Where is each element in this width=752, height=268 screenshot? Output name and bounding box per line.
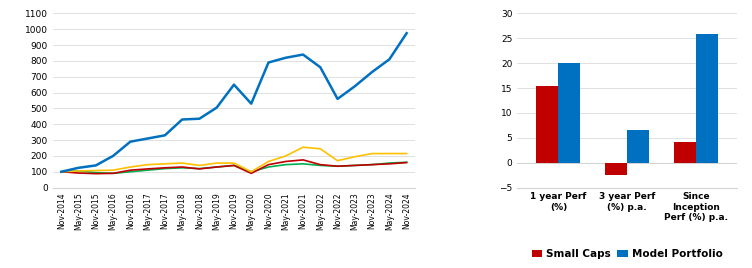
Model Portfolio	[108, 154, 117, 158]
Small Caps	[316, 163, 325, 166]
Small Caps	[108, 172, 117, 175]
Bar	[627, 130, 649, 163]
Micro Caps	[264, 160, 273, 163]
Small Caps	[299, 158, 308, 162]
Legend: Small Caps, Model Portfolio: Small Caps, Model Portfolio	[527, 245, 726, 263]
Small Caps	[74, 172, 83, 175]
Micro Caps	[350, 155, 359, 158]
S&P 300	[385, 161, 394, 165]
Model Portfolio	[56, 170, 65, 173]
S&P 300	[56, 170, 65, 173]
Model Portfolio	[281, 56, 290, 59]
Micro Caps	[195, 164, 204, 167]
Bar	[605, 163, 627, 175]
Micro Caps	[177, 161, 186, 165]
S&P 300	[299, 162, 308, 165]
Model Portfolio	[212, 106, 221, 109]
Micro Caps	[229, 161, 238, 165]
Small Caps	[264, 163, 273, 166]
Bar	[536, 85, 559, 163]
Micro Caps	[74, 169, 83, 173]
Line: S&P 300: S&P 300	[61, 162, 407, 173]
Small Caps	[229, 164, 238, 167]
Model Portfolio	[91, 164, 100, 167]
Model Portfolio	[299, 53, 308, 56]
S&P 300	[368, 163, 377, 166]
Micro Caps	[126, 165, 135, 169]
Small Caps	[143, 167, 152, 170]
Line: Micro Caps: Micro Caps	[61, 147, 407, 172]
Model Portfolio	[126, 140, 135, 143]
Bar	[674, 142, 696, 163]
Small Caps	[281, 160, 290, 163]
Micro Caps	[316, 147, 325, 150]
S&P 300	[350, 164, 359, 167]
Small Caps	[56, 170, 65, 173]
Model Portfolio	[177, 118, 186, 121]
S&P 300	[195, 167, 204, 170]
Model Portfolio	[195, 117, 204, 120]
Model Portfolio	[316, 66, 325, 69]
Micro Caps	[333, 159, 342, 162]
Model Portfolio	[333, 97, 342, 100]
Model Portfolio	[402, 32, 411, 35]
Model Portfolio	[368, 70, 377, 74]
S&P 300	[108, 172, 117, 175]
S&P 300	[281, 163, 290, 166]
S&P 300	[177, 166, 186, 169]
Small Caps	[91, 172, 100, 175]
S&P 300	[264, 165, 273, 169]
Micro Caps	[368, 152, 377, 155]
S&P 300	[160, 167, 169, 170]
Micro Caps	[91, 169, 100, 172]
Micro Caps	[143, 163, 152, 166]
Small Caps	[195, 167, 204, 170]
Line: Model Portfolio: Model Portfolio	[61, 33, 407, 172]
Micro Caps	[281, 154, 290, 158]
Small Caps	[126, 169, 135, 172]
Model Portfolio	[385, 58, 394, 61]
Bar	[696, 34, 717, 163]
Small Caps	[402, 161, 411, 164]
Model Portfolio	[74, 166, 83, 169]
Micro Caps	[212, 161, 221, 165]
S&P 300	[126, 170, 135, 173]
Micro Caps	[402, 152, 411, 155]
Line: Small Caps: Small Caps	[61, 160, 407, 174]
Bar	[559, 63, 581, 163]
Small Caps	[385, 162, 394, 165]
Model Portfolio	[264, 61, 273, 64]
S&P 300	[74, 169, 83, 173]
Micro Caps	[247, 170, 256, 173]
Model Portfolio	[143, 137, 152, 140]
Model Portfolio	[350, 85, 359, 88]
S&P 300	[333, 165, 342, 168]
Small Caps	[333, 165, 342, 168]
S&P 300	[402, 161, 411, 164]
Micro Caps	[56, 170, 65, 173]
S&P 300	[143, 169, 152, 172]
Model Portfolio	[160, 134, 169, 137]
S&P 300	[229, 164, 238, 167]
Small Caps	[247, 172, 256, 175]
S&P 300	[247, 170, 256, 173]
Small Caps	[177, 165, 186, 169]
Micro Caps	[385, 152, 394, 155]
S&P 300	[91, 171, 100, 174]
Model Portfolio	[247, 102, 256, 105]
Small Caps	[212, 165, 221, 169]
Small Caps	[350, 164, 359, 167]
Model Portfolio	[229, 83, 238, 86]
Micro Caps	[160, 162, 169, 165]
Micro Caps	[299, 146, 308, 149]
Small Caps	[160, 166, 169, 169]
Small Caps	[368, 163, 377, 166]
S&P 300	[316, 164, 325, 167]
S&P 300	[212, 165, 221, 169]
Micro Caps	[108, 169, 117, 172]
